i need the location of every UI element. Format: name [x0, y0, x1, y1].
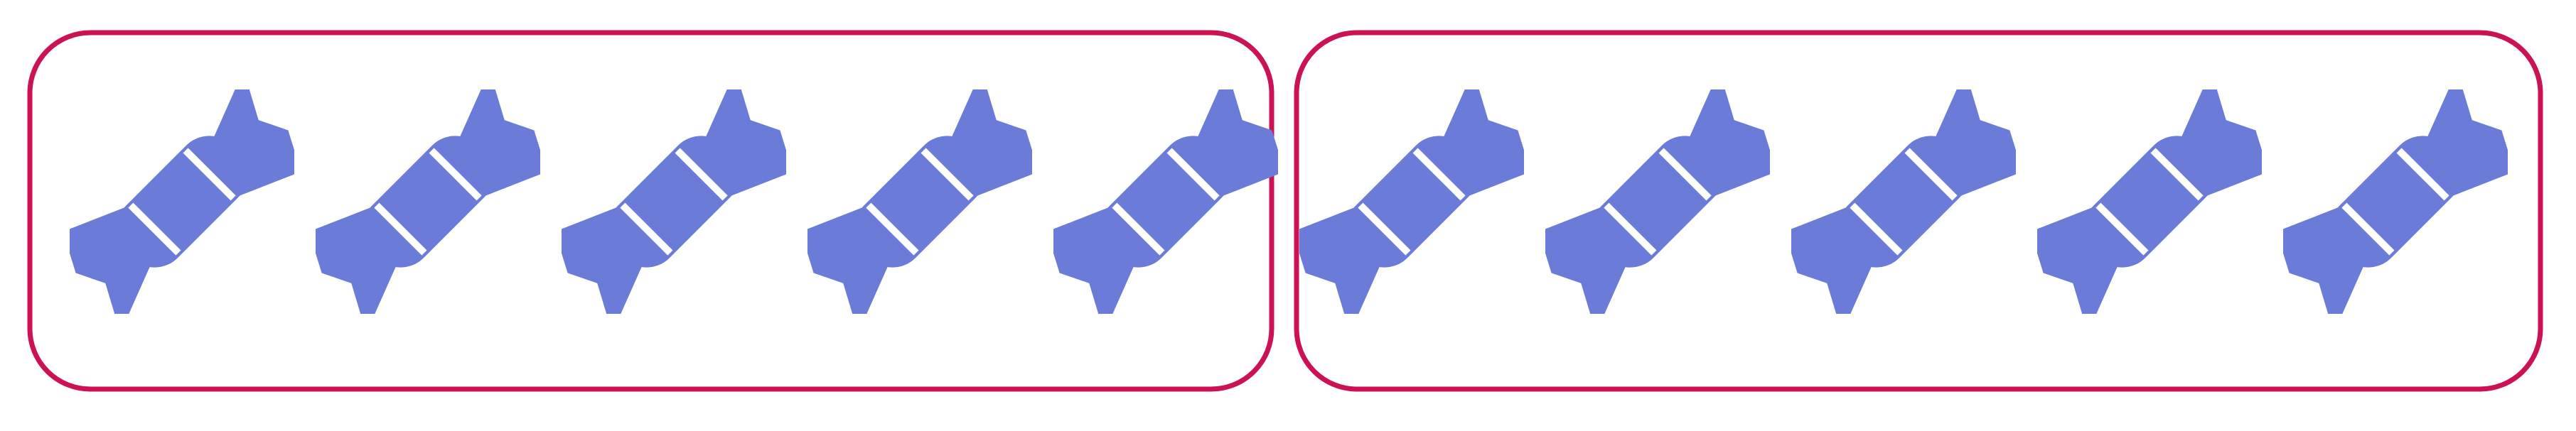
candy-group-1	[27, 30, 1285, 392]
candy-icon	[308, 85, 547, 317]
candy-group-2	[1292, 30, 2543, 392]
group-frame	[1294, 30, 2543, 392]
candy-icon	[2276, 85, 2515, 317]
group-frame	[27, 30, 1274, 392]
candy-icon	[1292, 85, 1531, 317]
candy-icon	[554, 85, 793, 317]
candy-icon	[1046, 85, 1285, 317]
candy-icon	[800, 85, 1039, 317]
candy-icon	[1784, 85, 2023, 317]
candy-icon	[1538, 85, 1777, 317]
candy-icon	[63, 85, 301, 317]
candy-icon	[2030, 85, 2269, 317]
